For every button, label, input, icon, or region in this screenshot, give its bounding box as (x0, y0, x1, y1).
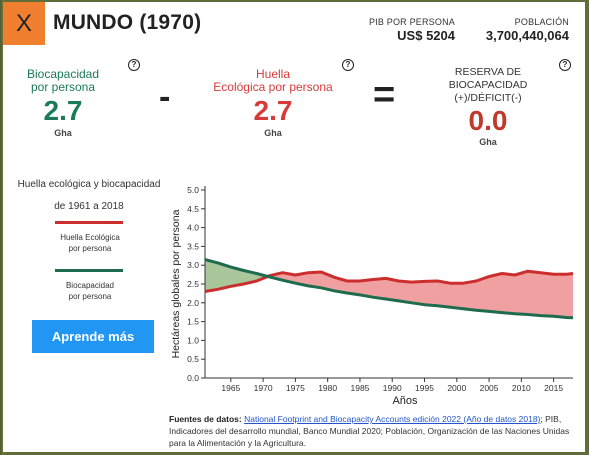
sidebar-title: Huella ecológica y biocapacidad de 1961 … (13, 174, 165, 218)
biocapacity-label-line2: por persona (30, 80, 96, 94)
footprint-unit: Gha (264, 128, 282, 138)
y-tick-label-5: 2.5 (187, 279, 199, 289)
reserve-unit: Gha (479, 137, 497, 147)
close-button[interactable]: X (3, 2, 45, 45)
legend-biocapacity-line1: Biocapacidad (65, 281, 115, 290)
footprint-metric: Huella Ecológica por persona 2.7 Gha (208, 67, 338, 139)
biocapacity-unit: Gha (54, 128, 72, 138)
reserve-label-line2: BIOCAPACIDAD (448, 79, 528, 91)
x-tick-label-0: 1965 (221, 383, 240, 393)
learn-more-button[interactable]: Aprende más (32, 320, 154, 353)
sidebar-title-line2: de 1961 a 2018 (54, 201, 124, 212)
legend-footprint-line2: por persona (68, 244, 112, 253)
x-tick-label-6: 1995 (415, 383, 434, 393)
y-tick-label-3: 1.5 (187, 317, 199, 327)
y-tick-label-8: 4.0 (187, 223, 199, 233)
y-tick-label-6: 3.0 (187, 260, 199, 270)
legend-biocapacity-swatch (55, 269, 123, 272)
equals-sign: = (373, 74, 396, 116)
sources-heading: Fuentes de datos: (169, 414, 242, 424)
sources-link[interactable]: National Footprint and Biocapacity Accou… (244, 414, 541, 424)
footprint-label-line2: Ecológica por persona (213, 80, 333, 94)
y-axis-label: Hectáreas globales por persona (170, 209, 182, 358)
sidebar-title-line1: Huella ecológica y biocapacidad (17, 179, 161, 190)
x-tick-label-4: 1985 (350, 383, 369, 393)
y-tick-label-1: 0.5 (187, 354, 199, 364)
footprint-value: 2.7 (253, 95, 293, 126)
footprint-help-icon[interactable]: ? (342, 59, 354, 71)
y-tick-label-4: 2.0 (187, 298, 199, 308)
reserve-area-0 (205, 259, 268, 292)
x-tick-label-8: 2005 (480, 383, 499, 393)
biocapacity-label-line1: Biocapacidad (26, 67, 100, 81)
biocapacity-line (204, 258, 574, 320)
biocapacity-value: 2.7 (43, 95, 83, 126)
x-tick-label-10: 2015 (544, 383, 563, 393)
biocapacity-metric: Biocapacidad por persona 2.7 Gha (13, 67, 113, 139)
country-info-card: X MUNDO (1970) PIB POR PERSONA US$ 5204 … (3, 2, 585, 452)
legend-biocapacity-label: Biocapacidad por persona (43, 280, 137, 302)
y-tick-label-0: 0.0 (187, 373, 199, 383)
x-tick-label-7: 2000 (447, 383, 466, 393)
footprint-biocapacity-chart: 0.0 0.5 1.0 1.5 2.0 2.5 3.0 3.5 4.0 4.5 5.0 1965 197… (170, 185, 574, 407)
x-tick-label-5: 1990 (383, 383, 402, 393)
gdp-value: US$ 5204 (397, 28, 455, 43)
reserve-label-line1: RESERVA DE (454, 66, 522, 78)
gdp-label: PIB POR PERSONA (368, 17, 455, 27)
legend-footprint-swatch (55, 221, 123, 224)
biocapacity-help-icon[interactable]: ? (128, 59, 140, 71)
legend-footprint-label: Huella Ecológica por persona (43, 232, 137, 254)
deficit-area-0 (267, 271, 573, 318)
x-axis-label: Años (392, 395, 418, 407)
footprint-label-line1: Huella (255, 67, 291, 81)
population-label: POBLACIÓN (514, 17, 569, 27)
population-value: 3,700,440,064 (485, 28, 569, 43)
page-title: MUNDO (1970) (53, 11, 202, 34)
x-tick-label-1: 1970 (254, 383, 273, 393)
y-tick-label-9: 4.5 (187, 204, 199, 214)
reserve-help-icon[interactable]: ? (559, 59, 571, 71)
legend-biocapacity-line2: por persona (68, 292, 112, 301)
x-tick-label-9: 2010 (512, 383, 531, 393)
reserve-value: 0.0 (468, 105, 508, 136)
y-tick-label-7: 3.5 (187, 241, 199, 251)
x-tick-label-2: 1975 (286, 383, 305, 393)
reserve-metric: RESERVA DE BIOCAPACIDAD (+)/DÉFICIT(-) 0… (435, 66, 541, 147)
minus-sign: - (159, 78, 171, 116)
y-tick-label-10: 5.0 (187, 185, 199, 195)
sources-text: ; PIB, Indicadores del desarrollo mundia… (169, 414, 570, 448)
x-tick-label-3: 1980 (318, 383, 337, 393)
y-tick-label-2: 1.0 (187, 335, 199, 345)
data-sources: Fuentes de datos: National Footprint and… (169, 413, 577, 449)
reserve-label-line3: (+)/DÉFICIT(-) (454, 92, 522, 104)
legend-footprint-line1: Huella Ecológica (60, 233, 120, 242)
